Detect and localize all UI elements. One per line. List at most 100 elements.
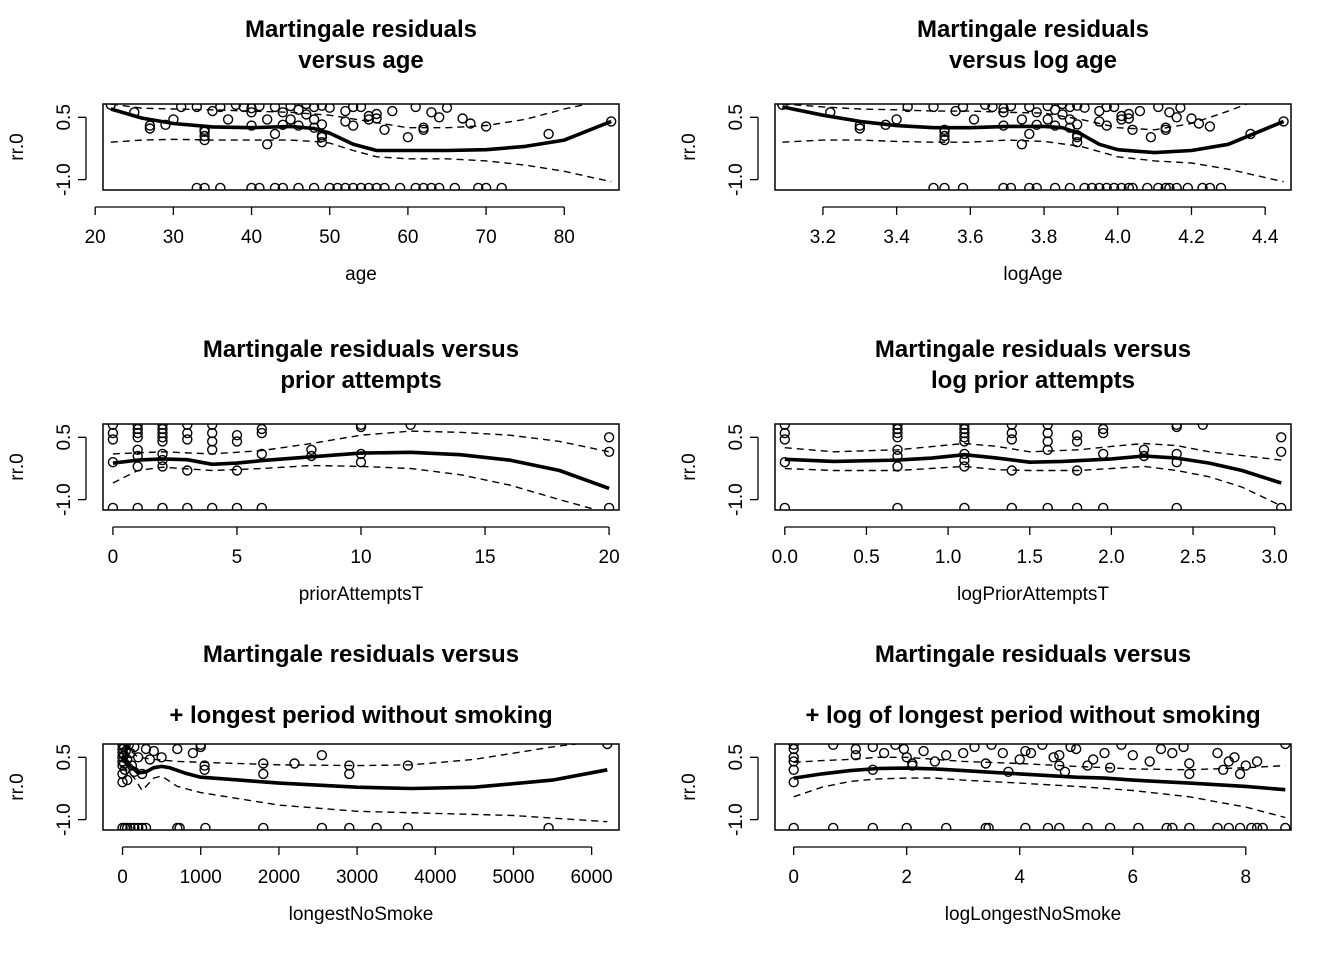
residual-point — [105, 104, 116, 110]
upper-band-line — [110, 104, 588, 129]
residual-point — [1071, 129, 1083, 141]
residual-point — [854, 120, 865, 131]
residual-point — [959, 454, 970, 466]
residual-point — [959, 448, 970, 460]
residual-point — [355, 424, 367, 433]
x-tick-label: 3.0 — [1261, 547, 1287, 568]
residual-point — [1215, 182, 1227, 190]
residual-point — [1145, 131, 1157, 143]
residual-point — [987, 104, 998, 113]
residual-point — [1031, 182, 1042, 190]
residual-point — [132, 461, 143, 472]
y-tick-label: -1.0 — [726, 483, 747, 516]
residual-point — [1127, 124, 1138, 136]
residual-point — [1160, 122, 1171, 133]
residual-point — [1064, 104, 1076, 113]
residual-point — [418, 122, 429, 133]
residual-point — [473, 182, 484, 190]
x-axis-label: logPriorAttemptsT — [957, 584, 1109, 605]
plot-area — [107, 424, 615, 510]
residual-point — [156, 752, 167, 763]
residual-point — [1127, 182, 1138, 190]
residual-point — [603, 432, 615, 443]
residual-point — [258, 758, 269, 769]
x-tick-label: 4.2 — [1178, 227, 1204, 248]
residual-point — [1153, 104, 1164, 113]
lower-band-line — [793, 777, 1286, 819]
residual-point — [928, 182, 939, 190]
plot-frame — [774, 743, 1292, 831]
residual-point — [1048, 752, 1059, 763]
y-tick-label: -1.0 — [54, 163, 75, 196]
x-tick-label: 8 — [1240, 867, 1251, 888]
x-tick-label: 4.0 — [1105, 227, 1131, 248]
residual-point — [998, 107, 1009, 118]
residual-point — [199, 760, 210, 771]
residual-point — [1086, 182, 1098, 190]
residual-point — [308, 182, 320, 190]
residual-point — [1006, 465, 1017, 476]
residual-point — [174, 822, 185, 830]
residual-point — [788, 777, 799, 788]
residual-point — [968, 114, 980, 125]
residual-point — [293, 104, 304, 116]
residual-point — [939, 124, 950, 136]
chart-title-line: Martingale residuals versus — [875, 641, 1191, 668]
residual-point — [410, 104, 421, 113]
residual-point — [246, 120, 257, 131]
residual-point — [878, 747, 890, 759]
plot-area — [117, 744, 613, 830]
residual-point — [867, 764, 878, 775]
residual-point — [1082, 760, 1093, 771]
residual-point — [1240, 760, 1252, 771]
residual-point — [344, 822, 355, 830]
residual-point — [215, 182, 226, 190]
residual-point — [129, 822, 140, 830]
residual-point — [828, 822, 839, 830]
residual-point — [285, 114, 296, 125]
residual-point — [231, 430, 243, 441]
residual-point — [941, 750, 952, 761]
residual-point — [1275, 432, 1287, 443]
residual-point — [606, 116, 617, 127]
residual-point — [1042, 822, 1054, 830]
residual-point — [1153, 182, 1164, 190]
residual-point — [1020, 745, 1031, 757]
residual-point — [195, 744, 206, 750]
residual-point — [207, 502, 218, 510]
residual-point — [1104, 762, 1116, 773]
residual-point — [1280, 744, 1291, 750]
residual-point — [1234, 822, 1246, 830]
y-tick-label: 0.5 — [726, 424, 747, 450]
residual-point — [157, 436, 168, 447]
residual-point — [1042, 427, 1053, 439]
smooth-fit-line — [121, 754, 608, 791]
residual-point — [907, 760, 918, 771]
residual-point — [256, 448, 267, 460]
residual-point — [1144, 756, 1155, 767]
residual-point — [371, 822, 382, 830]
residual-point — [1071, 430, 1083, 441]
upper-band-line — [122, 744, 577, 767]
plot-area — [779, 424, 1287, 510]
residual-point — [129, 744, 140, 753]
residual-point — [892, 444, 903, 455]
x-axis-label: priorAttemptsT — [299, 584, 424, 605]
smooth-fit-line — [784, 452, 1282, 485]
plot-frame — [102, 743, 620, 831]
residual-point — [918, 745, 929, 757]
residual-point — [1276, 502, 1287, 510]
chart-title-line: prior attempts — [280, 367, 441, 394]
residual-point — [107, 457, 119, 468]
residual-point — [434, 112, 445, 123]
residual-point — [1025, 747, 1037, 759]
residual-point — [277, 182, 288, 190]
residual-point — [371, 113, 382, 124]
residual-point — [1101, 182, 1112, 190]
chart-title-line: versus age — [298, 47, 423, 74]
residual-point — [363, 114, 374, 125]
residual-point — [1059, 766, 1071, 777]
residual-point — [269, 182, 281, 190]
chart-title-line: log prior attempts — [931, 367, 1135, 394]
residual-point — [603, 446, 615, 457]
